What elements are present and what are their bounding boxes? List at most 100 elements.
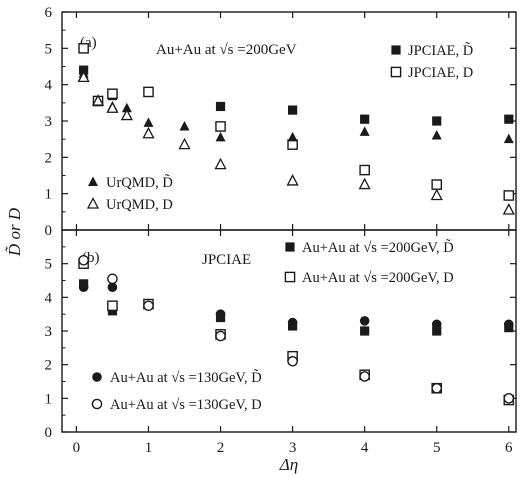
data-point	[359, 371, 370, 382]
legend-marker	[284, 271, 296, 283]
data-point	[287, 355, 298, 367]
data-point	[215, 131, 226, 142]
data-point	[432, 116, 442, 126]
data-point	[214, 157, 227, 170]
y-tick-label: 0	[45, 425, 53, 441]
data-point	[143, 300, 154, 312]
legend-label: Au+Au at √s =130GeV, D̃	[110, 369, 262, 386]
data-point	[286, 174, 299, 186]
data-point	[359, 126, 370, 136]
y-tick-label: 3	[45, 114, 53, 130]
data-point	[432, 326, 442, 336]
data-point	[287, 131, 298, 142]
data-point	[503, 190, 515, 201]
data-point	[78, 43, 89, 54]
data-point	[215, 101, 226, 112]
x-tick-label: 6	[505, 440, 513, 456]
legend-entry: Au+Au at √s =200GeV, D	[284, 270, 454, 286]
data-point	[288, 105, 298, 115]
data-point	[78, 254, 89, 266]
legend-label: JPCIAE, D̃	[408, 42, 473, 59]
data-point	[504, 114, 514, 124]
data-point	[503, 393, 515, 404]
legend-label: Au+Au at √s =200GeV, D	[302, 270, 454, 286]
data-point	[107, 300, 118, 312]
x-tick-label: 2	[217, 440, 225, 456]
data-point	[142, 126, 155, 139]
panel-annotation: Au+Au at √s =200GeV	[156, 42, 297, 58]
data-point	[360, 326, 370, 336]
data-point	[107, 273, 118, 285]
data-point	[143, 86, 154, 98]
legend-label: UrQMD, D	[106, 197, 173, 213]
x-tick-label: 4	[361, 440, 369, 456]
x-tick-label: 0	[73, 440, 81, 456]
panel-annotation: JPCIAE	[202, 252, 251, 268]
legend-entry: Au+Au at √s =130GeV, D̃	[92, 369, 262, 386]
series-1	[78, 43, 515, 201]
data-point	[431, 130, 442, 140]
legend-marker	[88, 176, 98, 186]
legend-entry: Au+Au at √s =200GeV, D̃	[285, 239, 454, 256]
data-point	[431, 179, 443, 190]
data-point	[179, 120, 190, 131]
legend-entry: Au+Au at √s =130GeV, D	[91, 397, 262, 413]
data-point	[107, 88, 118, 100]
data-point	[502, 203, 515, 215]
legend-marker	[92, 372, 102, 382]
y-tick-label: 5	[45, 41, 53, 57]
y-axis-label: D̃ or D	[5, 207, 24, 257]
data-point	[503, 319, 514, 330]
data-point	[215, 330, 226, 342]
data-point	[215, 121, 226, 132]
data-point	[77, 70, 90, 83]
data-point	[107, 282, 118, 293]
y-tick-label: 1	[45, 391, 53, 407]
legend-entry: UrQMD, D	[86, 197, 173, 213]
legend-label: Au+Au at √s =130GeV, D	[110, 397, 262, 413]
legend-marker	[86, 197, 100, 209]
series-3	[77, 70, 515, 215]
data-point	[431, 382, 443, 394]
x-tick-label: 3	[289, 440, 297, 456]
legend-marker	[390, 66, 402, 78]
data-point	[358, 177, 371, 190]
y-tick-label: 6	[45, 5, 53, 21]
legend-label: Au+Au at √s =200GeV, D̃	[302, 239, 454, 256]
y-tick-label: 0	[45, 223, 53, 239]
data-point	[359, 316, 370, 326]
legend-label: UrQMD, D̃	[106, 174, 173, 191]
legend-marker	[285, 242, 295, 252]
data-point	[106, 101, 119, 113]
data-point	[360, 114, 370, 124]
legend-entry: JPCIAE, D̃	[391, 42, 473, 59]
legend-marker	[391, 45, 401, 55]
data-point	[503, 133, 514, 144]
data-point	[287, 317, 298, 328]
y-tick-label: 4	[45, 78, 53, 94]
data-point	[121, 102, 132, 113]
data-point	[287, 139, 298, 150]
data-point	[431, 319, 442, 330]
data-point	[178, 137, 191, 150]
data-point	[78, 282, 89, 293]
legend-entry: UrQMD, D̃	[88, 174, 173, 191]
legend-label: JPCIAE, D	[408, 65, 473, 81]
y-tick-label: 1	[45, 187, 53, 203]
y-tick-label: 2	[45, 150, 53, 166]
x-axis-label: Δη	[279, 455, 298, 474]
x-tick-label: 5	[433, 440, 441, 456]
data-point	[91, 94, 105, 106]
legend-marker	[91, 398, 103, 410]
data-point	[120, 108, 133, 121]
y-tick-label: 4	[45, 290, 53, 306]
series-3	[78, 254, 515, 404]
data-point	[143, 117, 154, 127]
data-point	[359, 164, 370, 176]
legend-entry: JPCIAE, D	[390, 65, 473, 81]
